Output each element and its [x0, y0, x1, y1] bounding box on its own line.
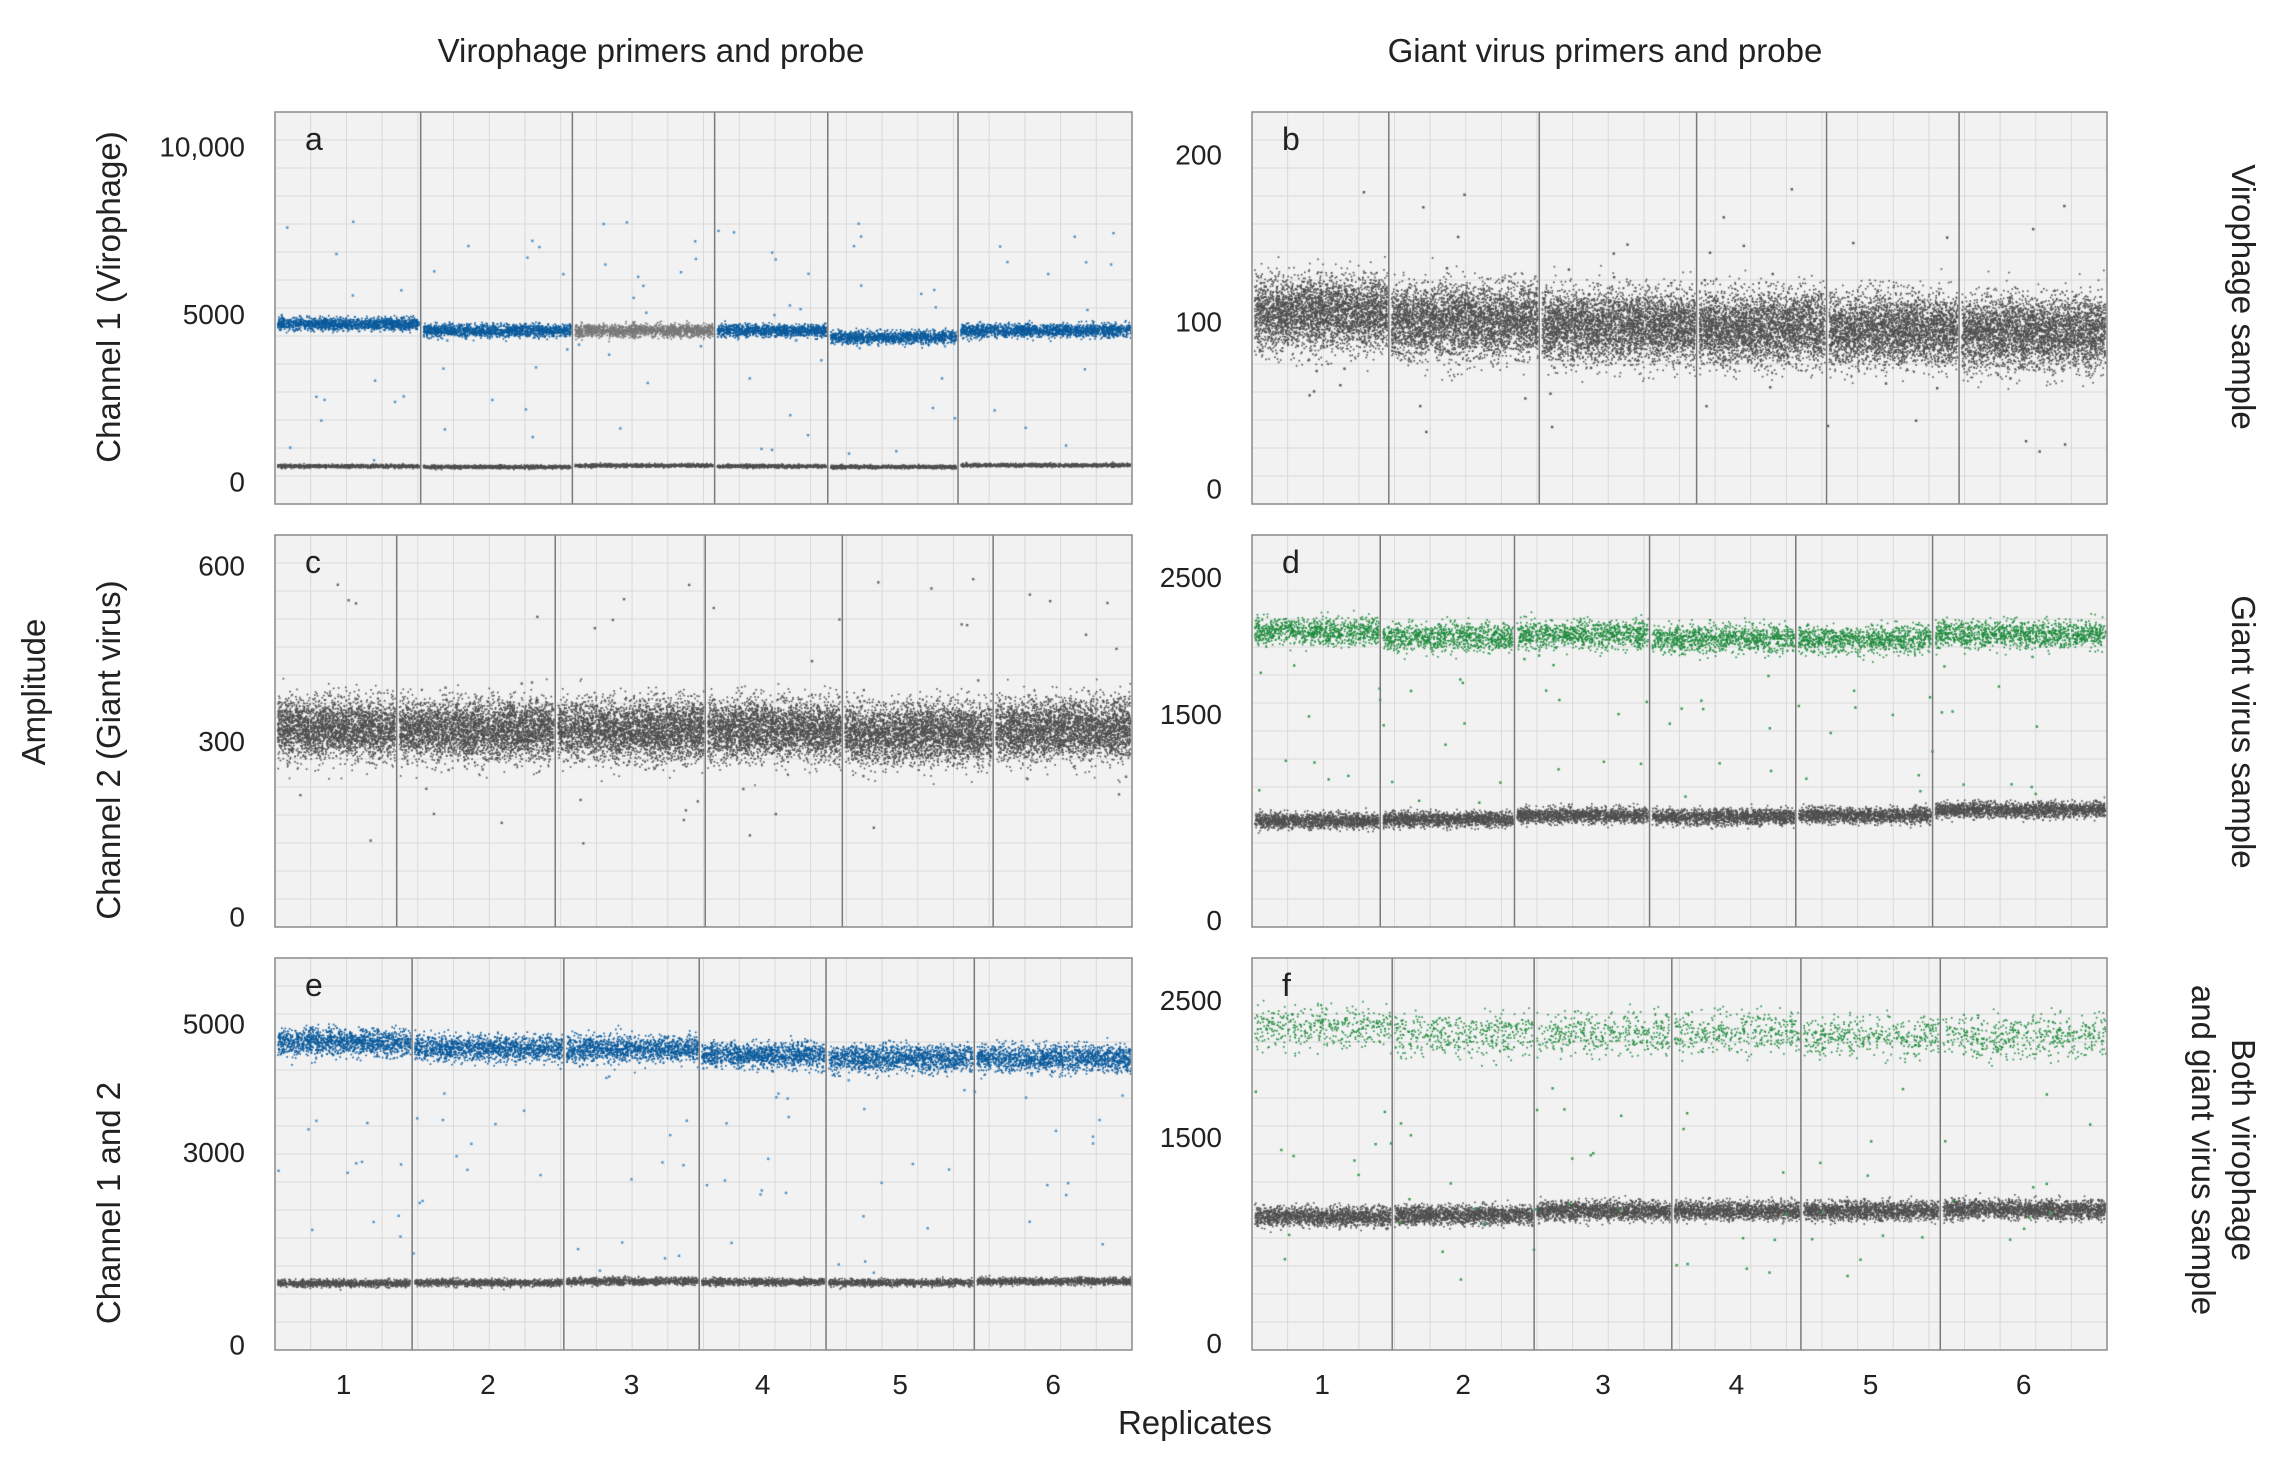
panel-f: f 0 1500 2500 1 2 3 4 5 6: [1160, 957, 2108, 1400]
y-tick-label: 3000: [183, 1137, 245, 1168]
y-tick-label: 5000: [183, 299, 245, 330]
droplet-points: [1252, 535, 2107, 927]
x-tick-label: 3: [1595, 1369, 1611, 1400]
panel-d: d 0 1500 2500: [1160, 534, 2108, 936]
droplet-points: [275, 112, 1132, 504]
x-tick-label: 3: [624, 1369, 640, 1400]
column-title-giant-virus: Giant virus primers and probe: [1388, 32, 1823, 69]
x-tick-label: 4: [755, 1369, 771, 1400]
x-tick-label: 2: [480, 1369, 496, 1400]
x-tick-label: 5: [892, 1369, 908, 1400]
x-axis-label: Replicates: [1118, 1404, 1272, 1441]
x-tick-label: 6: [1045, 1369, 1061, 1400]
y-tick-label: 0: [229, 1330, 245, 1361]
x-tick-label: 5: [1863, 1369, 1879, 1400]
panel-a: a 0 5000 10,000: [159, 111, 1133, 505]
side-label-both-line-1: Both virophage: [2225, 1039, 2262, 1261]
side-label-virophage-sample: Virophage sample: [2225, 164, 2262, 429]
y-tick-label: 2500: [1160, 985, 1222, 1016]
panel-letter: d: [1282, 544, 1300, 580]
droplet-points: [1252, 112, 2107, 504]
side-label-both-line-2: and giant virus sample: [2185, 985, 2222, 1315]
y-tick-label: 100: [1175, 307, 1222, 338]
plot-frame: [274, 957, 1133, 1351]
plot-frame: [1251, 111, 2108, 505]
y-tick-label: 600: [198, 550, 245, 581]
plot-frame: [274, 111, 1133, 505]
row-label-channel-1: Channel 1 (Virophage): [90, 131, 127, 462]
panel-c: c 0 300 600: [198, 534, 1133, 932]
y-tick-label: 0: [1206, 1328, 1222, 1359]
panel-letter: e: [305, 967, 323, 1003]
panel-letter: c: [305, 544, 321, 580]
y-tick-label: 0: [229, 901, 245, 932]
plot-frame: [274, 534, 1133, 928]
side-label-giant-virus-sample: Giant virus sample: [2225, 595, 2262, 868]
column-title-virophage: Virophage primers and probe: [438, 32, 865, 69]
x-tick-label: 6: [2016, 1369, 2032, 1400]
y-tick-label: 0: [229, 467, 245, 498]
x-tick-label: 1: [336, 1369, 352, 1400]
y-tick-label: 1500: [1160, 699, 1222, 730]
droplet-points: [275, 535, 1132, 927]
panel-letter: f: [1282, 967, 1291, 1003]
plot-frame: [1251, 957, 2108, 1351]
row-label-channel-1-and-2: Channel 1 and 2: [90, 1082, 127, 1324]
panel-b: b 0 100 200: [1175, 111, 2108, 505]
y-tick-label: 200: [1175, 140, 1222, 171]
y-tick-label: 1500: [1160, 1122, 1222, 1153]
y-tick-label: 0: [1206, 473, 1222, 504]
panel-letter: b: [1282, 121, 1300, 157]
panel-letter: a: [305, 121, 323, 157]
row-label-channel-2: Channel 2 (Giant virus): [90, 580, 127, 919]
plot-frame: [1251, 534, 2108, 928]
y-tick-label: 2500: [1160, 562, 1222, 593]
y-axis-label: Amplitude: [15, 619, 52, 766]
panel-e: e 0 3000 5000 1 2 3 4 5 6: [183, 957, 1133, 1400]
x-tick-label: 2: [1455, 1369, 1471, 1400]
y-tick-label: 0: [1206, 905, 1222, 936]
y-tick-label: 5000: [183, 1008, 245, 1039]
x-tick-label: 4: [1729, 1369, 1745, 1400]
y-tick-label: 300: [198, 726, 245, 757]
x-tick-label: 1: [1314, 1369, 1330, 1400]
droplet-points: [1252, 958, 2107, 1350]
y-tick-label: 10,000: [159, 132, 245, 163]
droplet-points: [275, 958, 1132, 1350]
